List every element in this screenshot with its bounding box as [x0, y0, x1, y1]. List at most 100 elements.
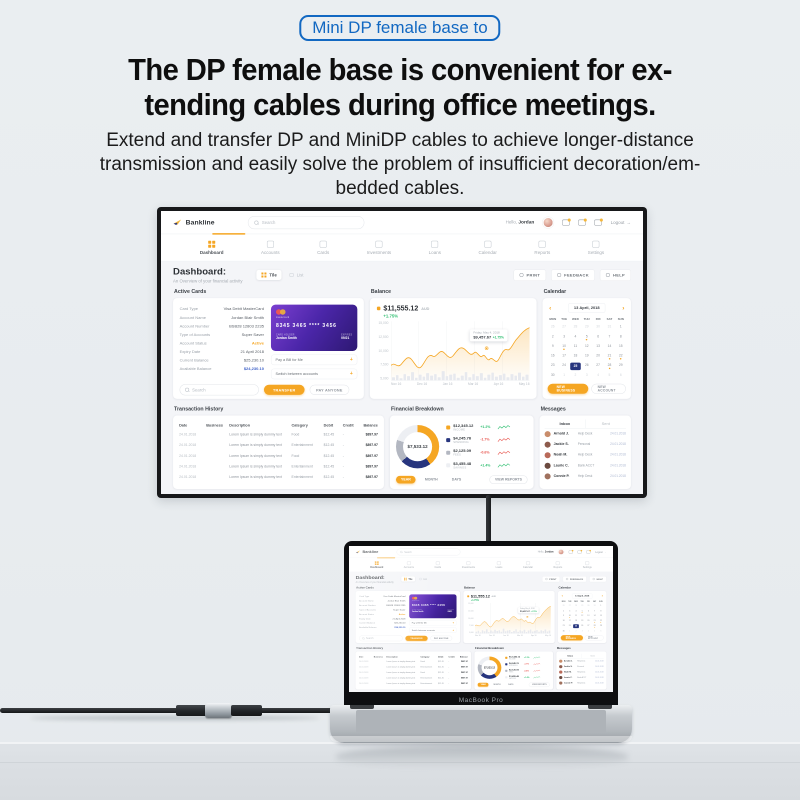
nav-item[interactable]: Accounts	[404, 561, 414, 568]
calendar-day[interactable]: 12	[584, 344, 589, 348]
calendar-day[interactable]: 11	[575, 614, 577, 617]
calendar-day[interactable]: 10	[559, 343, 569, 351]
calendar-day[interactable]: 6	[597, 334, 600, 339]
calendar-day[interactable]: 16	[562, 619, 565, 622]
calendar-day[interactable]: 26	[584, 363, 589, 368]
header-action-button[interactable]: PRINT	[513, 269, 547, 281]
calendar-day[interactable]: 2	[563, 609, 565, 612]
brand[interactable]: Bankline	[173, 219, 215, 226]
calendar-day[interactable]: 28	[593, 624, 596, 627]
breakdown-tab[interactable]: MONTH	[424, 477, 438, 482]
calendar-day[interactable]: 29	[599, 624, 602, 627]
breakdown-tab[interactable]: YEAR	[477, 682, 489, 687]
cards-search-input[interactable]: Search	[179, 384, 259, 396]
quick-action-row[interactable]: Pay a Bill for Me +	[270, 354, 358, 366]
calendar-day[interactable]: 17	[568, 619, 571, 622]
calendar-day[interactable]: 3	[585, 373, 588, 378]
calendar-day[interactable]: 26	[562, 604, 565, 607]
cards-search-input[interactable]: Search	[359, 635, 403, 642]
calendar-day[interactable]: 6	[619, 373, 622, 378]
calendar-day[interactable]: 27	[587, 624, 590, 627]
search-input[interactable]: Search	[396, 548, 461, 556]
calendar-day[interactable]: 6	[600, 629, 602, 632]
breakdown-tab[interactable]: MONTH	[493, 683, 501, 686]
messages-tab[interactable]: Inbox	[545, 419, 586, 429]
calendar-day[interactable]: 14	[593, 614, 596, 617]
calendar-day[interactable]: 31	[593, 604, 596, 607]
calendar-day[interactable]: 22	[599, 619, 602, 622]
calendar-day[interactable]: 2	[575, 629, 577, 632]
mail-icon[interactable]	[586, 549, 592, 554]
calendar-day[interactable]: 25	[570, 362, 581, 371]
calendar-day[interactable]: 5	[608, 373, 611, 378]
transaction-row[interactable]: 24.01.2018 Lorem Ipsum is simply dummy t…	[179, 472, 378, 483]
quick-action-row[interactable]: Switch between accounts +	[270, 368, 358, 380]
nav-item[interactable]: Accounts	[261, 240, 280, 255]
calendar-day[interactable]: 20	[587, 619, 590, 622]
tile-view-button[interactable]: Tile	[256, 269, 282, 280]
nav-item[interactable]: Investments	[367, 240, 391, 255]
calendar-prev-icon[interactable]: ‹	[561, 594, 563, 598]
calendar-day[interactable]: 25	[573, 624, 579, 629]
calendar-day[interactable]: 9	[551, 344, 554, 348]
calendar-day[interactable]: 8	[600, 609, 602, 612]
calendar-day[interactable]: 3	[563, 334, 566, 339]
message-row[interactable]: Arnold J. Help Desk 24.01.2018	[559, 658, 604, 663]
calendar-day[interactable]: 9	[563, 614, 565, 617]
sync-icon[interactable]	[578, 218, 588, 226]
breakdown-tab[interactable]: DAYS	[451, 477, 462, 482]
transaction-row[interactable]: 24.01.2018 Lorem Ipsum is simply dummy t…	[179, 451, 378, 462]
calendar-day[interactable]: 4	[575, 609, 577, 612]
messages-tab[interactable]: Sent	[601, 421, 610, 427]
calendar-day[interactable]: 13	[587, 614, 590, 617]
calendar-day[interactable]: 1	[600, 604, 602, 607]
calendar-day[interactable]: 8	[619, 334, 622, 339]
transaction-row[interactable]: 24.01.2018 Lorem Ipsum is simply dummy t…	[359, 670, 468, 675]
calendar-day[interactable]: 2	[551, 334, 554, 339]
calendar-month[interactable]: 13 April, 2018	[568, 303, 606, 313]
header-action-button[interactable]: FEEDBACK	[551, 269, 595, 281]
pay-anyone-button[interactable]: PAY ANYONE	[430, 635, 453, 641]
calendar-day[interactable]: 28	[574, 604, 577, 607]
message-row[interactable]: Jackie S. Personal 24.01.2018	[559, 664, 604, 669]
calendar-day[interactable]: 21	[604, 353, 614, 361]
calendar-day[interactable]: 30	[550, 373, 555, 378]
calendar-day[interactable]: 27	[596, 363, 600, 368]
nav-item[interactable]: Reports	[534, 240, 550, 255]
calendar-day[interactable]: 21	[593, 619, 596, 622]
calendar-day[interactable]: 3	[581, 629, 583, 632]
nav-item[interactable]: Reports	[554, 561, 562, 568]
calendar-day[interactable]: 28	[604, 363, 614, 371]
list-view-button[interactable]: List	[286, 270, 308, 280]
new-account-button[interactable]: NEW ACCOUNT	[591, 383, 626, 394]
calendar-day[interactable]: 2	[574, 373, 577, 378]
quick-action-row[interactable]: Pay a Bill for Me +	[409, 620, 457, 626]
calendar-day[interactable]: 19	[581, 619, 584, 622]
calendar-day[interactable]: 24	[562, 363, 566, 368]
calendar-day[interactable]: 26	[550, 324, 555, 329]
new-account-button[interactable]: NEW ACCOUNT	[584, 635, 604, 641]
transaction-row[interactable]: 24.01.2018 Lorem Ipsum is simply dummy t…	[179, 461, 378, 472]
brand[interactable]: Bankline	[355, 550, 379, 554]
list-view-button[interactable]: List	[417, 576, 429, 581]
calendar-day[interactable]: 29	[584, 324, 589, 329]
breakdown-tab[interactable]: DAYS	[508, 683, 514, 686]
calendar-day[interactable]: 4	[597, 373, 600, 378]
transaction-row[interactable]: 24.01.2018 Lorem Ipsum is simply dummy t…	[359, 664, 468, 669]
calendar-prev-icon[interactable]: ‹	[549, 304, 552, 312]
header-action-button[interactable]: HELP	[599, 269, 631, 281]
transfer-button[interactable]: TRANSFER	[263, 384, 305, 395]
message-row[interactable]: Arnold J. Help Desk 24.01.2018	[544, 429, 626, 440]
calendar-day[interactable]: 14	[607, 344, 612, 348]
message-row[interactable]: Connie P. Help Desk 24.01.2018	[559, 680, 604, 685]
calendar-day[interactable]: 23	[550, 363, 555, 368]
new-business-button[interactable]: NEW BUSINESS	[547, 383, 589, 394]
calendar-day[interactable]: 1	[569, 629, 571, 632]
nav-item[interactable]: Dashboard	[370, 561, 383, 568]
calendar-day[interactable]: 3	[569, 609, 571, 612]
logout-button[interactable]: Logout →	[611, 220, 631, 225]
transfer-button[interactable]: TRANSFER	[405, 635, 428, 641]
nav-item[interactable]: Calendar	[479, 240, 497, 255]
calendar-day[interactable]: 13	[596, 344, 600, 348]
calendar-day[interactable]: 7	[594, 609, 596, 612]
